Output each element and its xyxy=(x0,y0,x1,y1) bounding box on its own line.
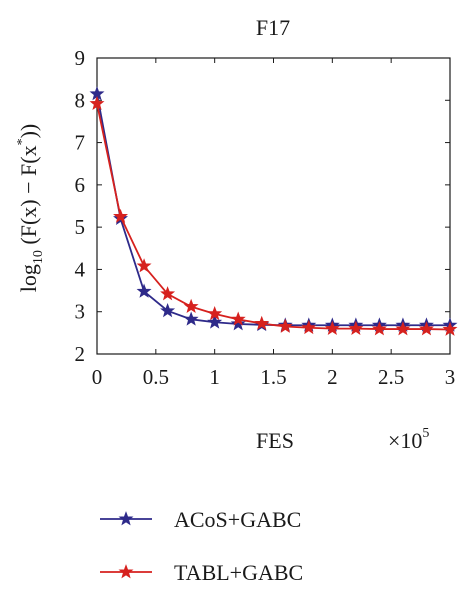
data-point xyxy=(442,321,458,336)
data-point xyxy=(301,319,317,335)
data-point xyxy=(230,316,246,331)
data-point xyxy=(136,283,152,298)
data-point xyxy=(371,321,387,336)
data-point xyxy=(418,321,434,336)
x-tick-label: 1 xyxy=(209,365,220,389)
x-tick-label: 3 xyxy=(445,365,456,389)
y-axis-label-prefix: log xyxy=(16,264,41,292)
legend-label-0: ACoS+GABC xyxy=(174,507,301,532)
x-axis-multiplier-exp: 5 xyxy=(422,426,429,441)
y-tick-label: 6 xyxy=(75,173,86,197)
y-tick-label: 9 xyxy=(75,46,86,70)
data-point xyxy=(277,318,293,333)
y-axis-label-sup: * xyxy=(15,138,30,145)
data-point xyxy=(136,258,152,273)
x-tick-label: 0.5 xyxy=(143,365,169,389)
data-point xyxy=(230,311,246,326)
data-point xyxy=(207,314,223,329)
data-point xyxy=(348,320,364,335)
series-line-0 xyxy=(96,93,450,327)
x-tick-label: 1.5 xyxy=(260,365,286,389)
legend-marker-1 xyxy=(118,564,134,579)
data-point xyxy=(89,95,105,111)
data-point xyxy=(324,320,340,335)
x-axis-multiplier: ×105 xyxy=(388,426,429,453)
data-point xyxy=(254,315,270,330)
y-tick-label: 7 xyxy=(75,131,86,155)
x-tick-label: 0 xyxy=(92,365,103,389)
plot-frame xyxy=(96,57,451,355)
y-axis-label-sub: 10 xyxy=(31,250,46,264)
y-axis-label: log10 (F(x) − F(x*)) xyxy=(15,124,46,292)
x-axis-label: FES xyxy=(256,428,294,453)
data-point xyxy=(183,311,199,326)
y-tick-label: 3 xyxy=(75,300,86,324)
x-tick-label: 2 xyxy=(327,365,338,389)
data-point xyxy=(113,208,129,223)
series-line-1 xyxy=(96,103,451,331)
legend-label-1: TABL+GABC xyxy=(174,560,303,585)
plot-area: 0 0.5 1 1.5 2 2.5 3 2 3 4 5 6 7 8 9 xyxy=(75,46,458,389)
y-tick-label: 8 xyxy=(75,88,86,112)
x-tick-label: 2.5 xyxy=(378,365,404,389)
y-axis-label-rest: (F(x) − F(x xyxy=(16,145,41,250)
x-axis-multiplier-base: ×10 xyxy=(388,428,422,453)
chart-title: F17 xyxy=(256,15,290,40)
data-point xyxy=(160,303,176,318)
legend: ACoS+GABC TABL+GABC xyxy=(100,507,303,585)
y-tick-label: 2 xyxy=(75,342,86,366)
y-axis-label-end: )) xyxy=(16,124,41,139)
data-point xyxy=(183,298,199,313)
y-tick-label: 5 xyxy=(75,215,86,239)
y-tick-label: 4 xyxy=(75,257,86,281)
data-point xyxy=(207,305,223,321)
data-point xyxy=(395,321,411,336)
data-point xyxy=(160,286,176,301)
legend-marker-0 xyxy=(118,511,134,526)
